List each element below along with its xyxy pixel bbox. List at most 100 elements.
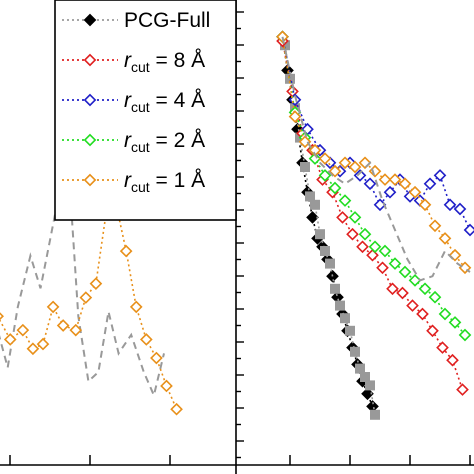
right-series-1-point: [300, 162, 310, 172]
right-series-2-point: [376, 261, 389, 275]
legend-label: PCG-Full: [124, 9, 210, 32]
right-series-5-point: [318, 152, 332, 165]
right-series-2-point: [386, 282, 399, 296]
right-series-1-point: [315, 229, 325, 240]
right-series-3-point: [383, 185, 397, 199]
legend-entry: PCG-Full: [62, 9, 210, 32]
right-series-5-point: [338, 156, 352, 170]
right-series-4-point: [378, 244, 392, 258]
legend-swatch-marker: [83, 133, 97, 147]
right-panel-plot: [276, 30, 474, 420]
legend-entry: rcut = 8 Å: [62, 49, 205, 75]
left-series-1-point: [89, 277, 103, 290]
right-series-5-point: [418, 198, 432, 212]
right-series-5-point: [298, 135, 312, 149]
right-series-4-point: [328, 181, 342, 195]
legend: PCG-Full rcut = 8 Å rcut = 4 Å rcut = 2 Å rc…: [54, 0, 237, 221]
right-series-5-point: [428, 219, 442, 233]
legend-label: rcut = 2 Å: [124, 129, 205, 155]
right-series-4-point: [388, 257, 402, 270]
right-series-2-point: [396, 286, 409, 300]
right-series-5: [276, 30, 472, 275]
right-series-2: [276, 34, 469, 396]
left-series-1-point: [3, 333, 17, 346]
left-series-1-point: [150, 351, 163, 365]
right-series-1-point: [345, 325, 355, 336]
right-series-2-point: [356, 240, 369, 254]
right-series-1-point: [310, 199, 320, 210]
left-series-1-point: [0, 312, 4, 321]
legend-swatch-marker: [83, 13, 97, 27]
right-series-2-point: [336, 211, 349, 224]
right-series-1-point: [320, 246, 330, 256]
legend-swatch-marker: [83, 53, 97, 67]
right-series-3-point: [463, 223, 474, 237]
right-series-6: [281, 36, 471, 282]
legend-entry: rcut = 1 Å: [62, 169, 205, 195]
right-series-1-point: [330, 283, 340, 294]
right-series-5-point: [328, 164, 342, 178]
right-series-4-point: [428, 290, 442, 304]
right-series-4-point: [448, 316, 462, 329]
left-series-1: [0, 198, 183, 416]
right-series-3-point: [443, 198, 457, 212]
left-series-1-point: [79, 291, 93, 304]
right-series-1-point: [350, 346, 360, 357]
right-series-2-point: [346, 227, 359, 241]
right-series-3-point: [453, 202, 467, 216]
right-series-4-point: [338, 194, 352, 207]
right-series-2-point: [426, 324, 439, 338]
right-series-2-point: [446, 353, 459, 367]
right-series-3-point: [353, 169, 367, 182]
right-series-1-point: [370, 409, 380, 420]
left-series-1-point: [26, 342, 40, 356]
right-series-5-point: [448, 248, 462, 262]
right-series-1-point: [355, 363, 365, 374]
right-series-1-point: [360, 372, 370, 382]
right-series-4-point: [368, 240, 382, 254]
left-series-1-point: [129, 300, 143, 314]
legend-entry: rcut = 2 Å: [62, 129, 205, 155]
right-series-1-point: [335, 300, 345, 311]
right-series-6-line: [281, 36, 471, 282]
right-series-5-point: [438, 232, 452, 245]
right-series-5-point: [378, 173, 392, 186]
right-series-5-point: [398, 177, 412, 191]
legend-swatch-marker: [83, 173, 97, 187]
right-series-3-point: [433, 169, 447, 182]
right-series-2-point: [406, 299, 419, 312]
right-series-5-point: [368, 164, 382, 178]
left-series-1-point: [119, 244, 133, 258]
left-series-1-point: [36, 337, 50, 351]
right-series-2-point: [456, 383, 469, 396]
right-series-1-point: [305, 191, 315, 202]
right-series-0-point: [361, 387, 374, 401]
left-series-1-point: [170, 402, 183, 416]
legend-label: rcut = 1 Å: [124, 169, 205, 195]
right-series-4-point: [348, 211, 362, 224]
right-series-4-point: [358, 227, 372, 241]
legend-entry: rcut = 4 Å: [62, 89, 205, 115]
right-series-4-point: [418, 282, 432, 296]
right-series-5-point: [388, 173, 402, 186]
right-series-1-point: [340, 313, 350, 324]
left-series-1-point: [46, 300, 60, 314]
legend-box: [54, 0, 237, 221]
left-series-1-point: [139, 333, 153, 346]
left-series-1-point: [69, 323, 83, 337]
right-series-5-point: [288, 110, 302, 123]
right-series-2-point: [416, 307, 429, 321]
right-series-4-point: [408, 274, 422, 287]
left-series-1-point: [16, 323, 30, 337]
legend-swatch-marker: [83, 93, 97, 107]
right-series-3-point: [423, 177, 437, 191]
right-series-4-point: [438, 307, 452, 321]
right-series-1-point: [325, 258, 335, 269]
right-series-5-point: [408, 185, 422, 199]
right-series-0-point: [306, 211, 319, 224]
right-series-4-point: [398, 265, 412, 279]
legend-label: rcut = 8 Å: [124, 49, 205, 75]
left-series-1-point: [56, 319, 70, 332]
right-series-1-point: [365, 380, 375, 391]
